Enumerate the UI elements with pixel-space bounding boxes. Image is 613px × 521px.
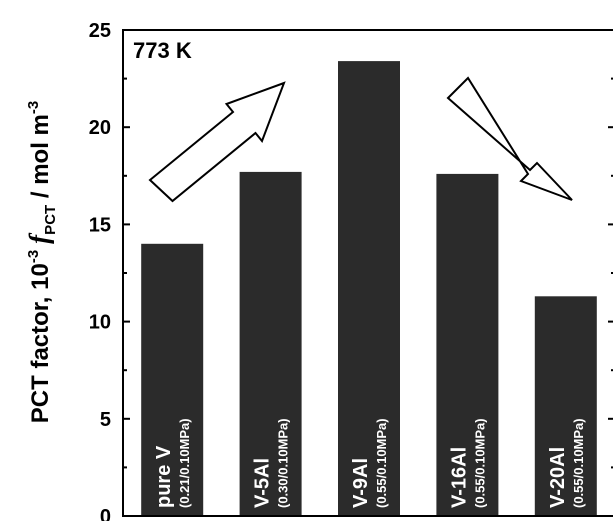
- temperature-annotation: 773 K: [133, 38, 192, 63]
- bar-condition-label: (0.21/0.10MPa): [177, 418, 192, 508]
- bar-category-label: V-16Al: [448, 447, 470, 508]
- decrease-arrow: [446, 76, 573, 201]
- bar-2: [338, 61, 400, 516]
- y-axis-label-unit: / mol m: [27, 114, 54, 205]
- bar-condition-label: (0.30/0.10MPa): [276, 418, 291, 508]
- bar-category-label: V-5Al: [252, 458, 274, 508]
- bar-category-label: V-9Al: [350, 458, 372, 508]
- y-axis: 0 5 10 15 20 25: [89, 20, 613, 521]
- y-tick-label: 10: [89, 312, 111, 334]
- y-tick-label: 20: [89, 117, 111, 139]
- y-axis-label-subscript: PCT: [42, 205, 59, 235]
- bar-condition-label: (0.55/0.10MPa): [374, 418, 389, 508]
- bar-category-label: pure V: [153, 445, 175, 508]
- bar-condition-label: (0.55/0.10MPa): [472, 418, 487, 508]
- y-axis-label-unit-exponent: -3: [25, 101, 42, 114]
- bar-0: [141, 243, 204, 517]
- y-tick-label: 5: [100, 409, 111, 431]
- y-axis-label: PCT factor, 10-3fPCT / mol m-3: [24, 101, 59, 423]
- y-tick-label: 15: [89, 214, 111, 236]
- y-tick-label: 25: [89, 20, 111, 42]
- bars-group: pure V (0.21/0.10MPa) V-5Al (0.30/0.10MPa) V…: [141, 61, 597, 517]
- bar-4: [534, 296, 597, 516]
- bar-1: [239, 171, 302, 516]
- increase-arrow: [148, 81, 286, 203]
- y-tick-label: 0: [100, 506, 111, 521]
- y-axis-label-prefix: PCT factor, 10: [27, 263, 54, 423]
- y-axis-label-exponent: -3: [25, 250, 42, 263]
- bar-3: [436, 173, 499, 516]
- bar-condition-label: (0.55/0.10MPa): [571, 418, 586, 508]
- bar-category-label: V-20Al: [547, 447, 569, 508]
